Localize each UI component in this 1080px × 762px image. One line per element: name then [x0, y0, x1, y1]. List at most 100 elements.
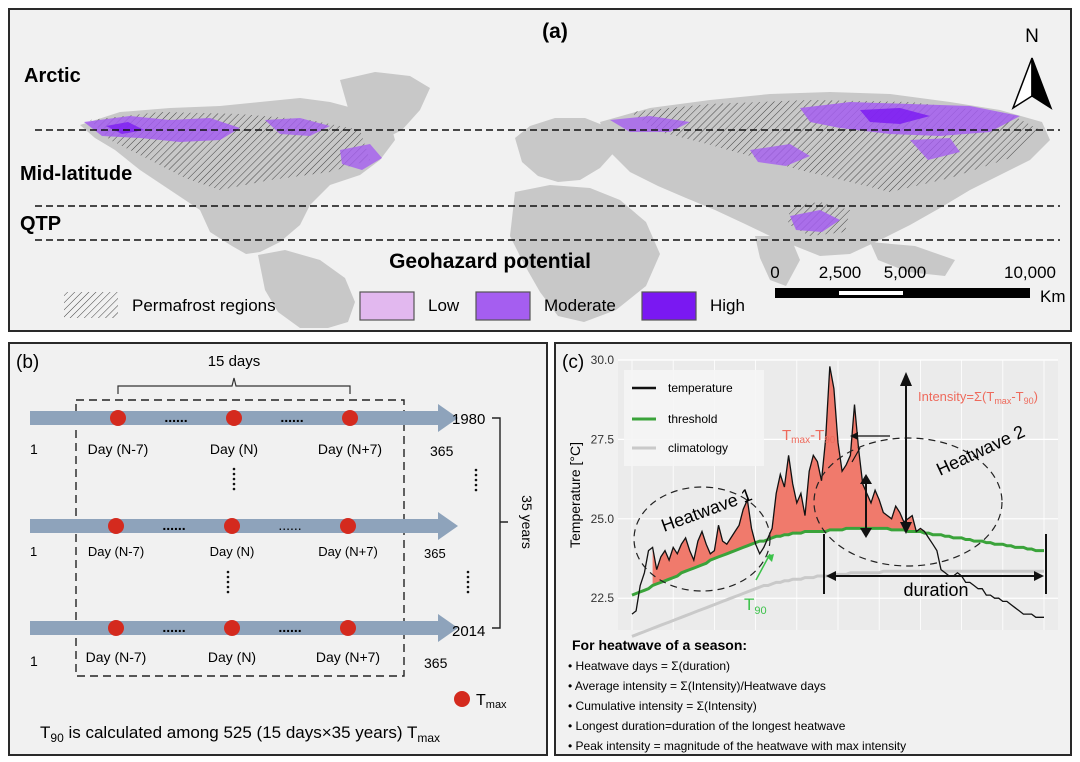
region-mid-latitude: Mid-latitude — [20, 163, 132, 185]
greenland — [340, 72, 430, 140]
window-box — [75, 399, 405, 677]
y-axis-label: Temperature [°C] — [567, 442, 583, 548]
scale-unit: Km — [1040, 287, 1066, 306]
panel-a-label: (a) — [542, 20, 568, 43]
sampling-diagram-svg: (b) 15 days ...... ...... 1980 1 Day (N-… — [16, 352, 535, 745]
row3-day-n: Day (N) — [208, 649, 256, 665]
tmax-minus-t90-label: Tmax-T90 — [782, 427, 836, 446]
scale-tick-2500: 2,500 — [819, 263, 862, 282]
africa — [510, 185, 660, 322]
y-tick-27.5: 27.5 — [591, 432, 615, 446]
t90-pointer — [755, 553, 771, 581]
year-row-2014: ...... ...... 2014 1 Day (N-7) Day (N) D… — [30, 614, 485, 671]
legend-swatch-high — [641, 291, 697, 321]
row2-start: 1 — [30, 544, 37, 559]
note-cumulative-intensity: • Cumulative intensity = Σ(Intensity) — [568, 699, 757, 713]
years-bracket — [492, 417, 508, 629]
heatwave-fill — [652, 366, 925, 586]
window-label: 15 days — [208, 353, 261, 370]
world-map-svg: (a) Arctic Mid-latitude QTP Geo — [20, 20, 1066, 328]
tmax-legend-icon — [454, 691, 470, 707]
series-climatology — [631, 569, 1044, 638]
legend-high: High — [710, 296, 745, 315]
scale-bar: 0 2,500 5,000 10,000 Km — [770, 263, 1065, 306]
years-span-label: 35 years — [519, 495, 535, 549]
vertical-dots — [226, 467, 478, 594]
row2-day-n-minus-7: Day (N-7) — [88, 544, 144, 559]
panel-b-diagram: (b) 15 days ...... ...... 1980 1 Day (N-… — [8, 342, 548, 756]
legend-temperature: temperature — [668, 381, 733, 395]
y-tick-22.5: 22.5 — [591, 591, 615, 605]
latitude-lines — [35, 129, 1060, 241]
legend-low: Low — [428, 296, 460, 315]
series-temperature — [631, 366, 1044, 618]
notes-list: • Heatwave days = Σ(duration) • Average … — [568, 659, 906, 753]
map-legend: Permafrost regions Low Moderate High — [64, 291, 745, 321]
note-longest-duration: • Longest duration=duration of the longe… — [568, 719, 846, 733]
y-tick-30.0: 30.0 — [591, 353, 615, 367]
row2-day-n-plus-7: Day (N+7) — [318, 544, 378, 559]
duration-marker — [823, 534, 1047, 594]
tmax-legend: Tmax — [476, 692, 507, 711]
legend-swatch-low — [359, 291, 415, 321]
intensity-arrows — [850, 372, 912, 538]
t90-formula: T90 is calculated among 525 (15 days×35 … — [40, 723, 440, 745]
year-1980: 1980 — [452, 411, 485, 428]
legend-permafrost: Permafrost regions — [132, 296, 276, 315]
scale-tick-0: 0 — [770, 263, 779, 282]
heatwave-2-outline — [813, 437, 1003, 567]
panel-a-map: (a) Arctic Mid-latitude QTP Geo — [8, 8, 1072, 332]
india — [755, 236, 800, 286]
legend-climatology: climatology — [668, 441, 728, 455]
north-label: N — [1025, 26, 1039, 47]
row1-day-n-minus-7: Day (N-7) — [88, 441, 149, 457]
year-row-middle: ...... ...... 1 Day (N-7) Day (N) Day (N… — [30, 512, 458, 561]
row1-end: 365 — [430, 443, 454, 459]
row3-day-n-plus-7: Day (N+7) — [316, 649, 380, 665]
note-peak-intensity: • Peak intensity = magnitude of the heat… — [568, 739, 906, 753]
row2-day-n: Day (N) — [210, 544, 255, 559]
y-tick-25.0: 25.0 — [591, 512, 615, 526]
heatwave-chart-svg: (c) 30.0 27.5 25.0 22.5 Temperature [°C] te… — [562, 352, 1058, 753]
y-axis-ticks: 30.0 27.5 25.0 22.5 — [591, 353, 615, 605]
north-arrow-icon — [1011, 57, 1053, 110]
year-2014: 2014 — [452, 623, 485, 640]
row2-dots-b: ...... — [278, 517, 301, 533]
row3-dots-a: ...... — [162, 619, 185, 635]
row1-dots-a: ...... — [164, 409, 187, 425]
heatwave-1-outline — [633, 486, 771, 592]
scale-tick-10000: 10,000 — [1004, 263, 1056, 282]
region-arctic: Arctic — [24, 65, 81, 87]
duration-label: duration — [903, 580, 968, 600]
note-heatwave-days: • Heatwave days = Σ(duration) — [568, 659, 730, 673]
legend-threshold: threshold — [668, 412, 717, 426]
south-america — [258, 250, 355, 328]
t90-label: T90 — [744, 595, 767, 617]
series-threshold — [631, 526, 1044, 597]
row2-end: 365 — [424, 546, 446, 561]
europe — [515, 118, 618, 182]
chart-legend: temperature threshold climatology — [624, 370, 764, 466]
note-average-intensity: • Average intensity = Σ(Intensity)/Heatw… — [568, 679, 826, 693]
panel-b-label: (b) — [16, 352, 39, 373]
notes-title: For heatwave of a season: — [572, 637, 747, 653]
legend-moderate: Moderate — [544, 296, 616, 315]
panel-c-chart: (c) 30.0 27.5 25.0 22.5 Temperature [°C] te… — [554, 342, 1072, 756]
window-bracket — [117, 377, 351, 394]
intensity-formula: Intensity=Σ(Tmax-T90) — [918, 389, 1038, 406]
row3-dots-b: ...... — [278, 619, 301, 635]
row1-start: 1 — [30, 441, 38, 457]
legend-swatch-moderate — [475, 291, 531, 321]
row1-dots-b: ...... — [280, 409, 303, 425]
t90-pointer-head — [766, 554, 774, 562]
row3-day-n-minus-7: Day (N-7) — [86, 649, 147, 665]
year-row-1980: ...... ...... 1980 1 Day (N-7) Day (N) D… — [30, 404, 485, 459]
row2-dots-a: ...... — [162, 517, 185, 533]
geohazard-patches — [84, 102, 1020, 232]
legend-swatch-permafrost — [64, 292, 118, 318]
southeast-asia — [870, 242, 955, 276]
row1-day-n: Day (N) — [210, 441, 258, 457]
region-qtp: QTP — [20, 213, 61, 235]
row3-end: 365 — [424, 655, 448, 671]
scale-tick-5000: 5,000 — [884, 263, 927, 282]
